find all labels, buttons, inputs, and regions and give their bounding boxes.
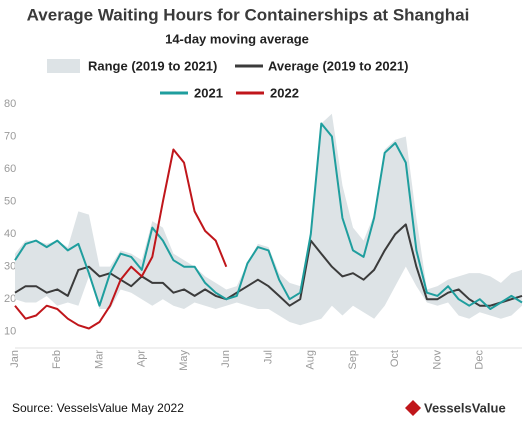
x-tick-label: Jan bbox=[9, 350, 21, 368]
x-tick-label: Dec bbox=[474, 350, 486, 370]
x-tick-label: May bbox=[178, 350, 190, 371]
x-tick-label: Apr bbox=[136, 350, 148, 367]
range-area bbox=[15, 113, 522, 326]
chart-subtitle: 14-day moving average bbox=[165, 31, 309, 46]
y-tick-label: 60 bbox=[4, 163, 16, 175]
series-line bbox=[14, 122, 523, 310]
x-tick-label: Feb bbox=[51, 350, 63, 369]
source-note: Source: VesselsValue May 2022 bbox=[12, 401, 184, 415]
x-tick-label: Mar bbox=[93, 350, 105, 369]
y-tick-label: 70 bbox=[4, 130, 16, 142]
logo: VesselsValue bbox=[405, 400, 506, 416]
plot-area: 10 20 30 40 50 60 70 80 Jan Feb Mar Apr May Jun Jul Aug… bbox=[4, 98, 523, 371]
y-tick-label: 80 bbox=[4, 98, 16, 110]
legend-label: 2022 bbox=[270, 85, 299, 100]
y-tick-label: 30 bbox=[4, 261, 16, 273]
x-tick-label: Jul bbox=[262, 350, 274, 364]
x-tick-label: Jun bbox=[220, 350, 232, 368]
chart-title: Average Waiting Hours for Containerships… bbox=[27, 5, 470, 24]
y-tick-label: 40 bbox=[4, 228, 16, 240]
legend-label: Range (2019 to 2021) bbox=[88, 58, 217, 73]
legend-label: 2021 bbox=[194, 85, 223, 100]
x-tick-label: Aug bbox=[305, 350, 317, 370]
logo-text: VesselsValue bbox=[424, 400, 506, 415]
legend-swatch bbox=[47, 59, 80, 73]
series-line bbox=[14, 223, 523, 307]
x-tick-label: Nov bbox=[431, 350, 443, 370]
x-tick-label: Sep bbox=[347, 350, 359, 370]
series-line bbox=[14, 148, 228, 330]
y-tick-label: 10 bbox=[4, 326, 16, 338]
logo-icon bbox=[405, 400, 421, 416]
y-tick-label: 20 bbox=[4, 293, 16, 305]
legend-label: Average (2019 to 2021) bbox=[268, 58, 408, 73]
x-tick-label: Oct bbox=[389, 350, 401, 367]
y-tick-label: 50 bbox=[4, 196, 16, 208]
